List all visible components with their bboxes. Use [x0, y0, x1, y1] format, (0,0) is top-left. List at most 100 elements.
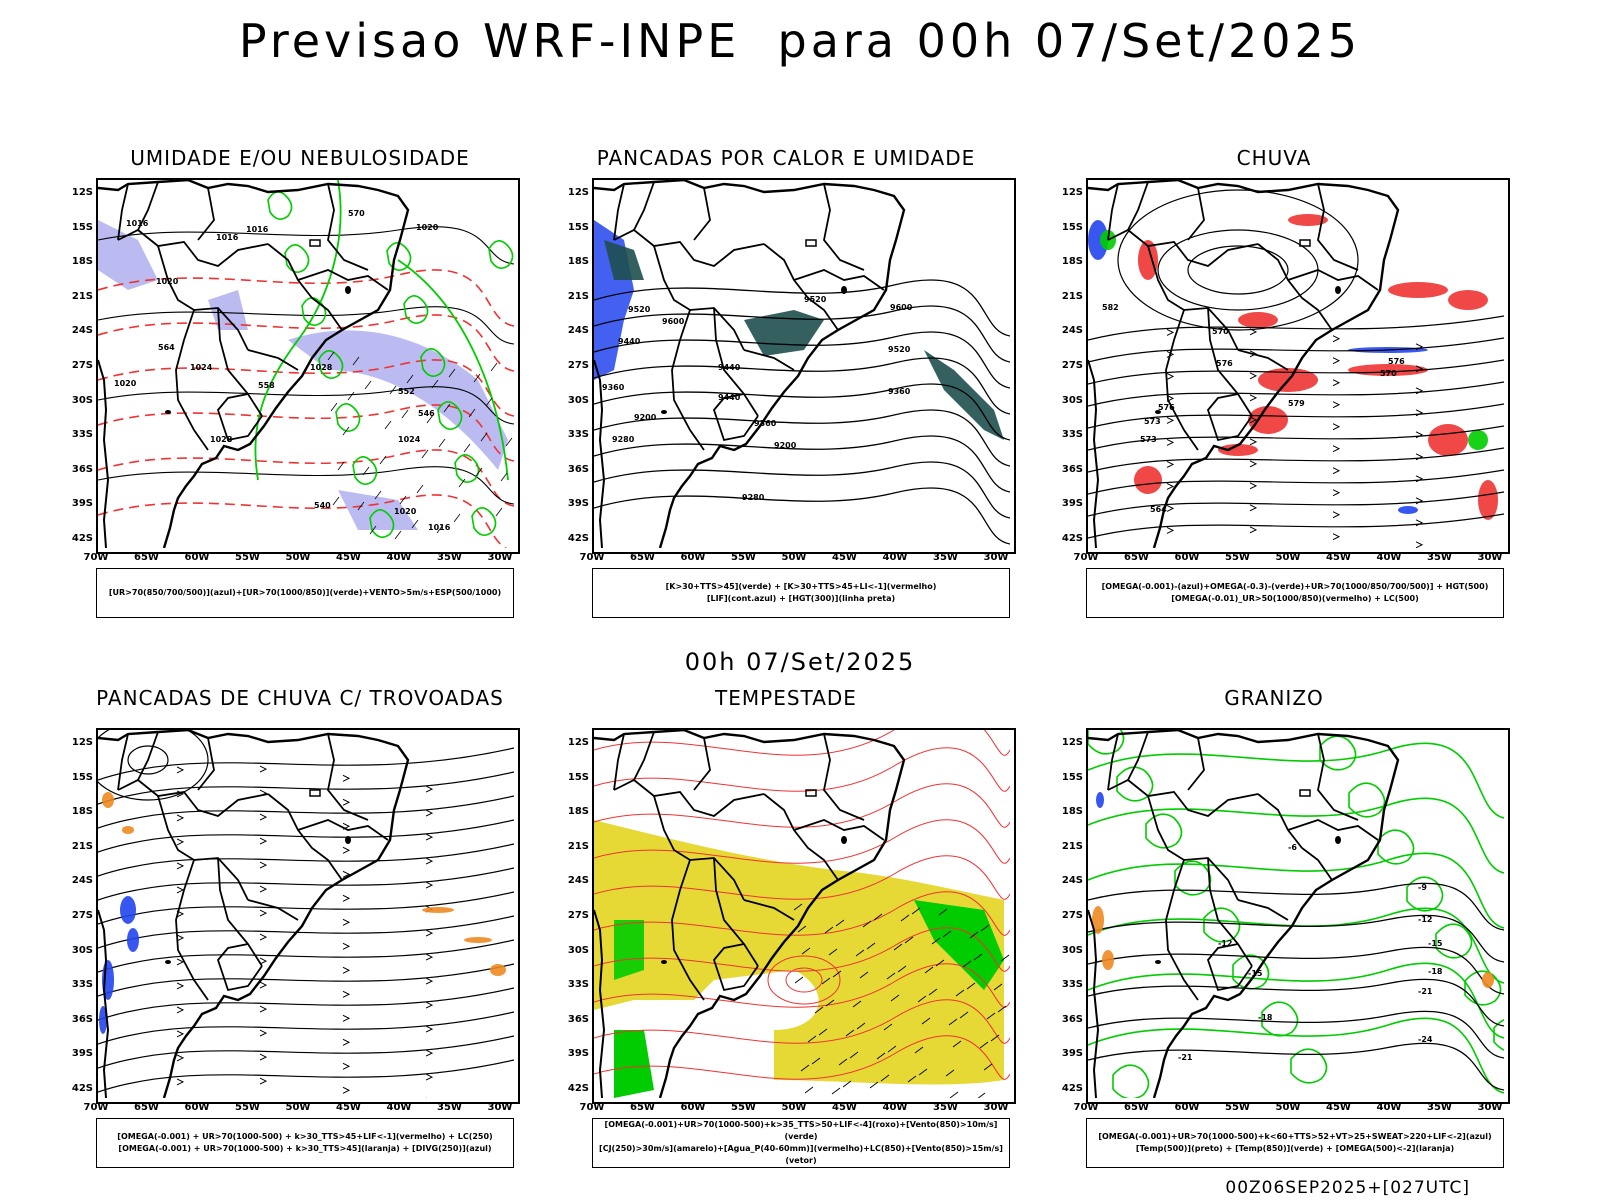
main-title: Previsao WRF-INPE para 00h 07/Set/2025	[238, 14, 1362, 68]
lat-tick-label: 27S	[567, 910, 589, 921]
lat-tick-label: 24S	[1061, 325, 1083, 337]
map-canvas: -9 -12 -15 -18 -21 -24 -6 -12 -15 -18 -21	[1088, 730, 1504, 1098]
lat-tick-label: 15S	[1061, 221, 1083, 233]
lat-tick-label: 18S	[71, 256, 93, 268]
lat-tick-label: 21S	[1061, 840, 1083, 852]
lat-tick-label: 36S	[567, 463, 589, 475]
lon-tick-label: 35W	[437, 552, 462, 563]
lat-tick-label: 21S	[1061, 290, 1083, 302]
contour-label: -24	[1418, 1035, 1433, 1044]
map-canvas	[594, 730, 1010, 1098]
lon-tick-label: 35W	[1427, 1102, 1452, 1113]
lon-tick-label: 50W	[781, 552, 807, 563]
legend-umidade: [UR>70(850/700/500)](azul)+[UR>70(1000/8…	[96, 568, 514, 618]
contour-label: 546	[418, 409, 435, 418]
lon-tick-label: 35W	[437, 1102, 462, 1113]
contour-label: 1020	[114, 379, 137, 388]
lat-tick-label: 27S	[1061, 360, 1083, 371]
lat-tick-label: 33S	[1061, 979, 1083, 991]
lat-tick-label: 33S	[567, 429, 589, 441]
lat-tick-label: 21S	[567, 840, 589, 852]
contour-label: 1016	[428, 523, 451, 532]
lon-tick-label: 45W	[1326, 1102, 1351, 1113]
contour-label: 1020	[394, 507, 417, 516]
lon-tick-label: 50W	[781, 1102, 807, 1113]
contour-label: 1020	[416, 223, 439, 232]
lon-tick-label: 40W	[1376, 552, 1402, 563]
lat-tick-label: 12S	[71, 187, 93, 198]
contour-label: 9520	[804, 295, 827, 304]
lat-tick-label: 15S	[1061, 771, 1083, 783]
lon-tick-label: 55W	[731, 552, 756, 563]
contour-label: 9200	[634, 413, 657, 422]
run-timestamp: 00Z06SEP2025+[027UTC]	[1225, 1178, 1470, 1198]
lat-tick-label: 12S	[71, 737, 93, 748]
legend-line: [OMEGA(-0.01)_UR>50(1000/850)(vermelho) …	[1171, 594, 1419, 603]
lat-tick-label: 15S	[71, 221, 93, 233]
lat-tick-label: 30S	[1061, 944, 1083, 956]
lat-tick-label: 39S	[71, 1048, 93, 1060]
map-chuva: 576 570 573 576 570 582 564 576 579 573	[1086, 178, 1510, 554]
legend-tempestade: [OMEGA(-0.001)+UR>70(1000-500)+k>35_TTS>…	[592, 1118, 1010, 1168]
lon-tick-label: 35W	[1427, 552, 1452, 563]
lat-tick-label: 12S	[567, 187, 589, 198]
contour-label: 1016	[246, 225, 269, 234]
contour-label: 564	[158, 343, 175, 352]
lat-tick-label: 18S	[71, 806, 93, 818]
lon-tick-label: 30W	[983, 552, 1009, 563]
legend-line: [LIF](cont.azul) + [HGT(300)](linha pret…	[706, 594, 896, 603]
map-tempestade	[592, 728, 1016, 1104]
lon-tick-label: 50W	[285, 552, 311, 563]
lon-tick-label: 70W	[579, 1102, 605, 1113]
contour-label: 9520	[888, 345, 911, 354]
legend-line: [OMEGA(-0.001)+UR>70(1000-500)+k>35_TTS>…	[604, 1120, 998, 1141]
map-granizo: -9 -12 -15 -18 -21 -24 -6 -12 -15 -18 -21	[1086, 728, 1510, 1104]
contour-label: -6	[1288, 843, 1297, 852]
lon-tick-label: 65W	[134, 1102, 159, 1113]
lat-tick-label: 24S	[567, 875, 589, 887]
contour-label: 570	[348, 209, 365, 218]
lat-tick-label: 42S	[1061, 1083, 1083, 1094]
contour-label: 1016	[216, 233, 239, 242]
lat-tick-label: 30S	[1061, 394, 1083, 406]
map-canvas: 576 570 573 576 570 582 564 576 579 573	[1088, 180, 1504, 548]
contour-label: 9360	[754, 419, 777, 428]
lat-tick-label: 36S	[71, 463, 93, 475]
map-trovoadas	[96, 728, 520, 1104]
contour-label: 1028	[210, 435, 233, 444]
lat-tick-label: 36S	[1061, 463, 1083, 475]
lon-tick-label: 65W	[1124, 552, 1149, 563]
lat-tick-label: 39S	[1061, 498, 1083, 510]
legend-line: [OMEGA(-0.001) + UR>70(1000-500) + k>30_…	[117, 1132, 493, 1141]
contour-label: 9600	[890, 303, 913, 312]
lon-tick-label: 30W	[1477, 1102, 1503, 1113]
contour-label: 1020	[156, 277, 179, 286]
lat-tick-label: 12S	[567, 737, 589, 748]
lon-tick-label: 60W	[680, 1102, 706, 1113]
map-umidade: 1016 1016 1016 1020 1020 1024 1020 1028 1024 1028…	[96, 178, 520, 554]
lon-tick-label: 30W	[487, 1102, 513, 1113]
lat-tick-label: 39S	[567, 498, 589, 510]
lat-tick-label: 39S	[71, 498, 93, 510]
lon-tick-label: 45W	[832, 1102, 857, 1113]
contour-label: 9440	[718, 363, 741, 372]
contour-label: 9280	[612, 435, 635, 444]
lat-tick-label: 30S	[71, 394, 93, 406]
contour-label: -15	[1428, 939, 1443, 948]
lon-tick-label: 35W	[933, 552, 958, 563]
contour-label: 9600	[662, 317, 685, 326]
lat-tick-label: 30S	[71, 944, 93, 956]
contour-label: -21	[1178, 1053, 1193, 1062]
lat-tick-label: 18S	[1061, 806, 1083, 818]
lat-tick-label: 33S	[1061, 429, 1083, 441]
contour-label: 570	[1380, 369, 1397, 378]
lon-tick-label: 70W	[1073, 1102, 1099, 1113]
contour-label: 1028	[310, 363, 333, 372]
contour-label: 9360	[888, 387, 911, 396]
lat-tick-label: 39S	[567, 1048, 589, 1060]
lat-tick-label: 12S	[1061, 737, 1083, 748]
map-canvas: 1016 1016 1016 1020 1020 1024 1020 1028 1024 1028…	[98, 180, 514, 548]
panel-title-trovoadas: PANCADAS DE CHUVA C/ TROVOADAS	[96, 686, 504, 710]
lat-tick-label: 27S	[1061, 910, 1083, 921]
legend-granizo: [OMEGA(-0.001)+UR>70(1000-500)+k<60+TTS>…	[1086, 1118, 1504, 1168]
